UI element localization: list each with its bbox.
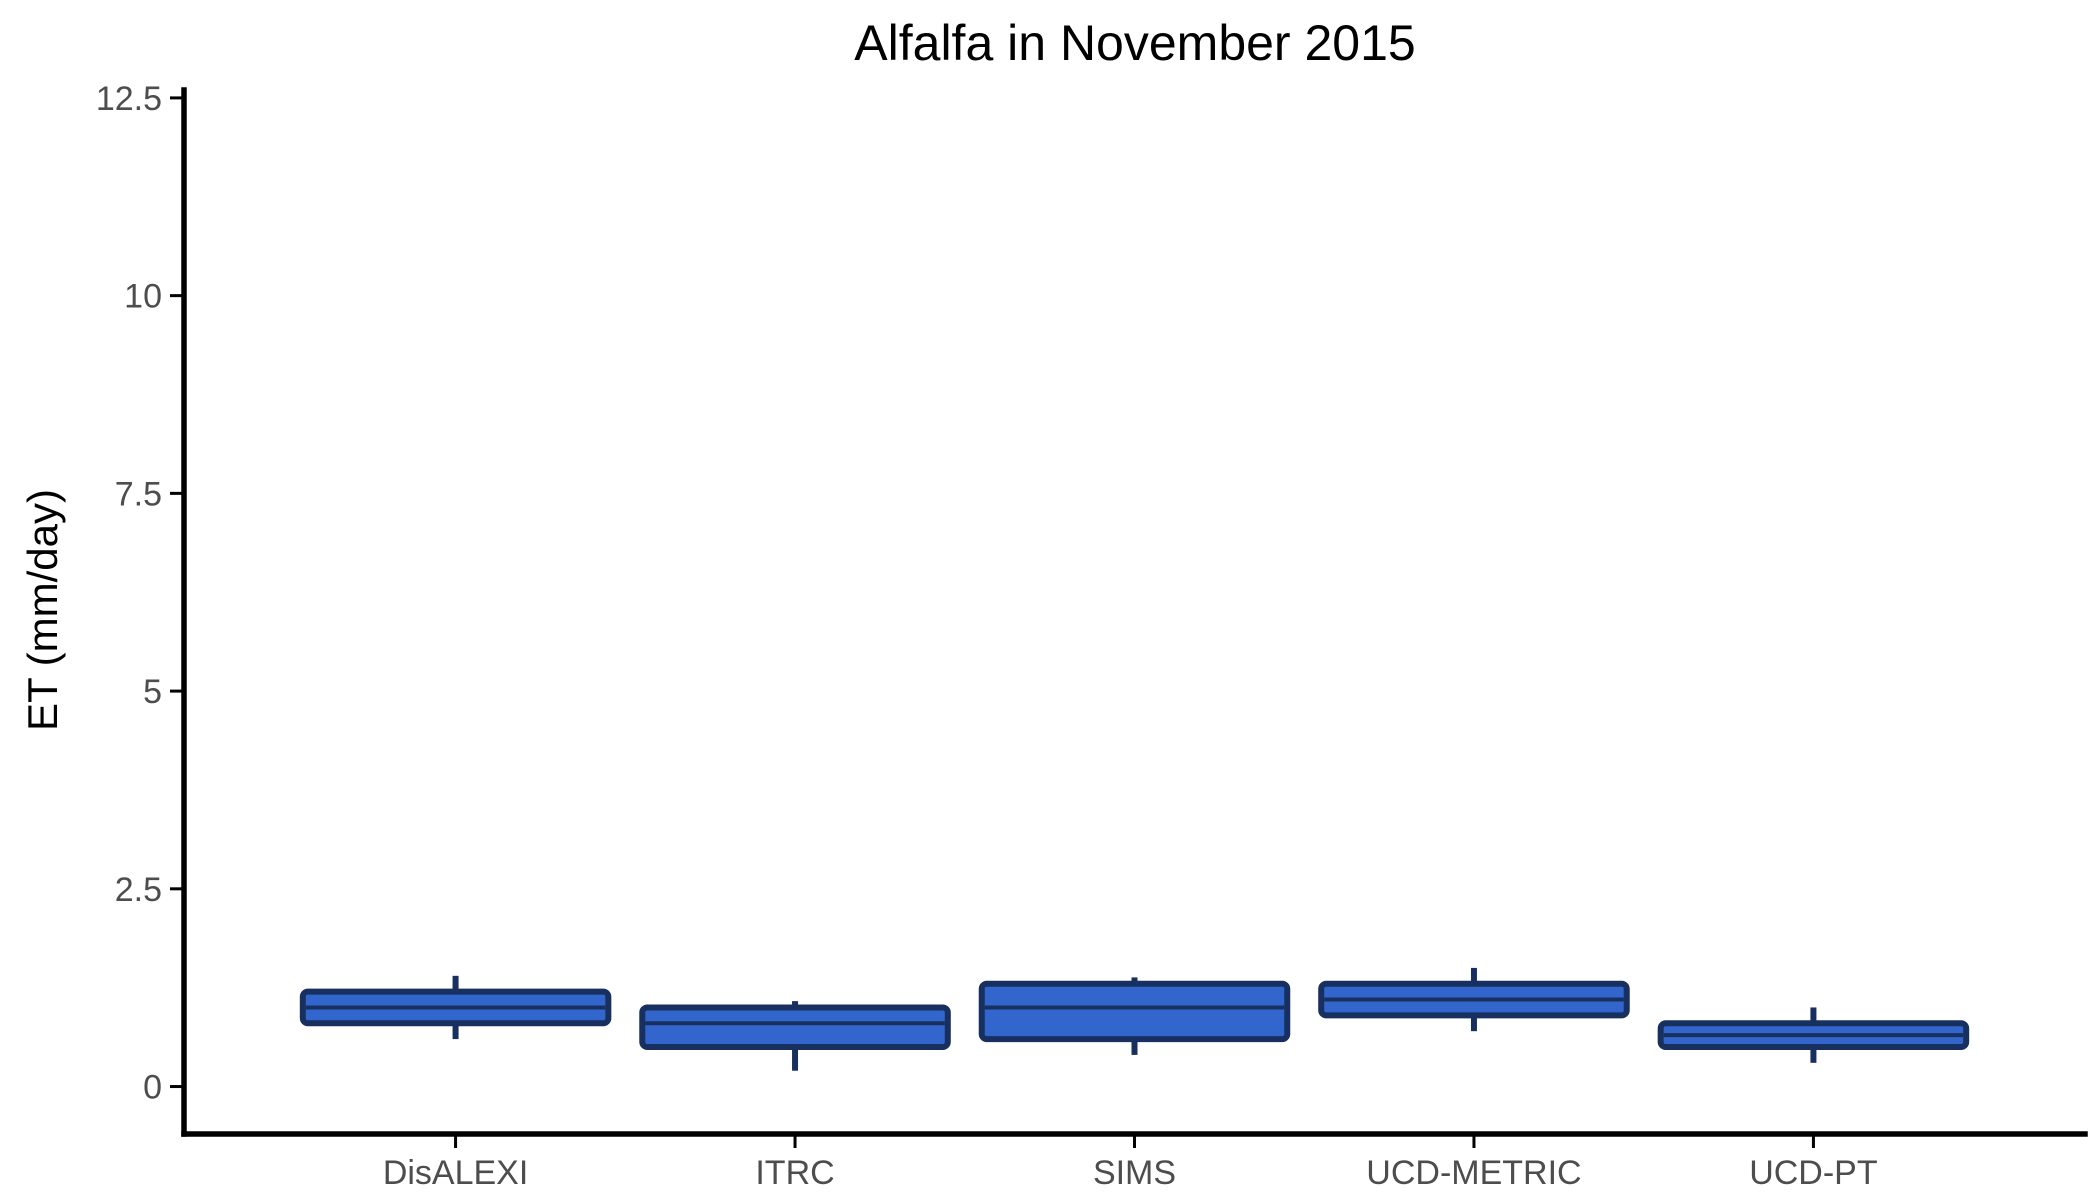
box-sims (978, 977, 1291, 1055)
x-axis-ticks: DisALEXI ITRC SIMS UCD-METRIC UCD-PT (383, 1134, 1878, 1192)
y-tick-label: 12.5 (96, 80, 162, 118)
x-tick-label: UCD-PT (1749, 1154, 1877, 1192)
x-tick-label: SIMS (1093, 1154, 1176, 1192)
y-tick-label: 2.5 (115, 871, 162, 909)
box-ucd-metric (1318, 967, 1630, 1032)
x-tick-label: UCD-METRIC (1366, 1154, 1581, 1192)
box-disalexi (299, 975, 612, 1040)
y-axis-title: ET (mm/day) (19, 489, 66, 731)
box-ucd-pt (1657, 1007, 1970, 1063)
y-tick-label: 5 (143, 673, 162, 711)
y-tick-label: 0 (143, 1069, 162, 1107)
y-axis-ticks: 0 2.5 5 7.5 10 12.5 (96, 80, 184, 1107)
iqr-box (978, 980, 1291, 1043)
x-tick-label: DisALEXI (383, 1154, 529, 1192)
box-series (299, 967, 1970, 1071)
chart-title: Alfalfa in November 2015 (854, 15, 1415, 71)
iqr-box (639, 1004, 951, 1050)
box-itrc (639, 1001, 951, 1071)
x-tick-label: ITRC (755, 1154, 834, 1192)
y-tick-label: 7.5 (115, 475, 162, 513)
y-tick-label: 10 (124, 278, 162, 316)
